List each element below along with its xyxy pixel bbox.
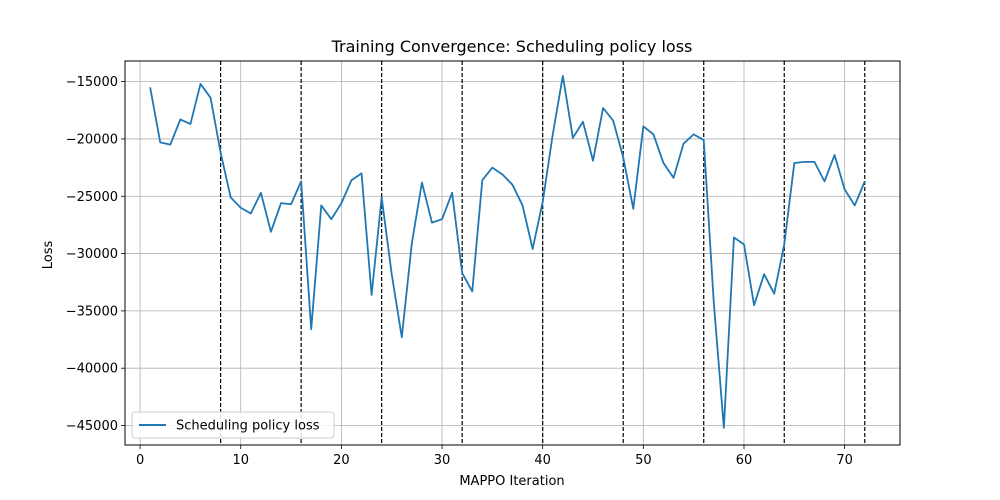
axis-ticks: 0 10 20 30 40 50 60 70 −45000 −40000 −35000 −30000 −… <box>66 75 853 468</box>
x-tick-label: 20 <box>333 453 350 468</box>
y-tick-label: −45000 <box>66 419 118 434</box>
y-axis-label: Loss <box>41 241 56 270</box>
x-tick-label: 70 <box>836 453 853 468</box>
plot-frame <box>124 60 901 446</box>
legend: Scheduling policy loss <box>131 411 335 439</box>
y-tick-label: −35000 <box>66 304 118 319</box>
y-tick-label: −25000 <box>66 190 118 205</box>
iteration-dividers <box>220 61 866 445</box>
y-tick-label: −40000 <box>66 362 118 377</box>
x-tick-label: 30 <box>434 453 451 468</box>
x-tick-label: 60 <box>736 453 753 468</box>
x-tick-label: 0 <box>136 453 144 468</box>
y-tick-label: −30000 <box>66 247 118 262</box>
legend-box <box>131 411 335 439</box>
y-tick-label: −15000 <box>66 75 118 90</box>
x-tick-label: 50 <box>635 453 652 468</box>
legend-label: Scheduling policy loss <box>176 419 320 434</box>
series-line <box>149 75 866 429</box>
series-layer <box>149 75 866 429</box>
y-tick-label: −20000 <box>66 132 118 147</box>
x-axis-label: MAPPO Iteration <box>459 474 564 489</box>
chart-title: Training Convergence: Scheduling policy … <box>331 37 693 56</box>
x-tick-label: 10 <box>232 453 249 468</box>
x-tick-label: 40 <box>534 453 551 468</box>
